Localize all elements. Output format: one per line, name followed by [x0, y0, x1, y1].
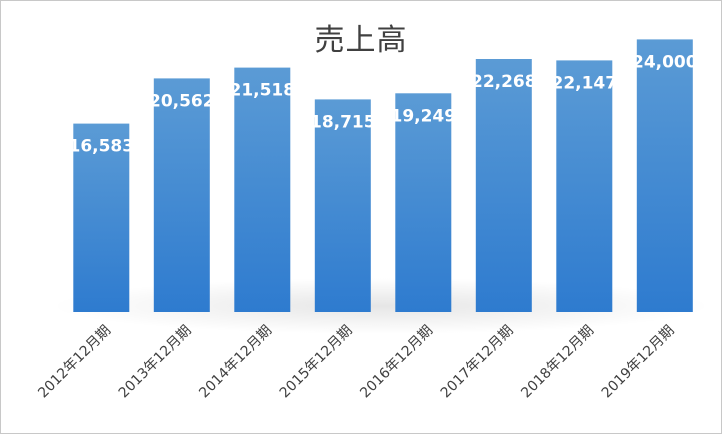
bar-value-label: 19,249: [390, 106, 456, 126]
bar-value-label: 21,518: [229, 81, 295, 101]
bar-value-label: 24,000: [632, 52, 698, 72]
bar: [556, 60, 613, 313]
bar: [314, 99, 371, 313]
bar: [395, 93, 452, 312]
bar: [636, 39, 693, 313]
bar: [475, 59, 532, 312]
x-tick-label: 2012年12月期: [35, 323, 114, 402]
x-tick-label: 2017年12月期: [438, 323, 517, 402]
bar: [234, 67, 291, 312]
bar-value-label: 20,562: [149, 91, 215, 111]
x-tick-label: 2015年12月期: [277, 323, 356, 402]
x-tick-label: 2013年12月期: [116, 323, 195, 402]
bar-value-label: 22,147: [551, 73, 617, 93]
floor-shadow: [51, 278, 711, 334]
bar-value-label: 22,268: [471, 72, 537, 92]
x-tick-label: 2016年12月期: [357, 323, 436, 402]
bar-value-label: 18,715: [310, 112, 376, 132]
x-tick-label: 2014年12月期: [196, 323, 275, 402]
x-tick-label: 2018年12月期: [518, 323, 597, 402]
x-tick-label: 2019年12月期: [599, 323, 678, 402]
bar: [73, 123, 130, 312]
bar: [153, 78, 210, 313]
chart-title: 売上高: [314, 23, 408, 58]
bar-value-label: 16,583: [68, 137, 134, 157]
